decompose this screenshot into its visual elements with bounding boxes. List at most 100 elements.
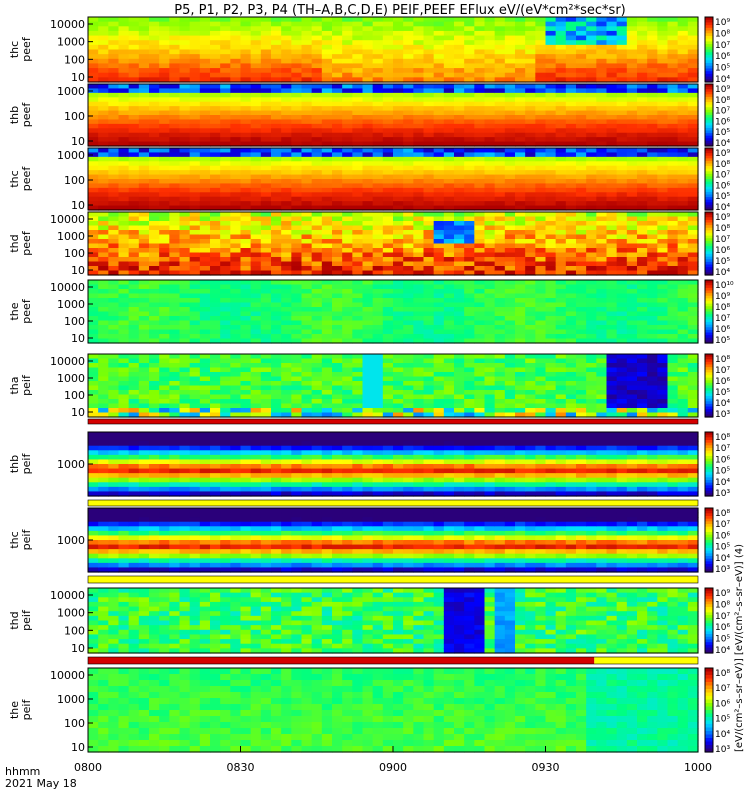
- spectrogram-cell: [189, 92, 201, 98]
- spectrogram-cell: [189, 399, 201, 405]
- spectrogram-cell: [413, 196, 425, 202]
- spectrogram-cell: [413, 280, 425, 286]
- spectrogram-cell: [647, 101, 658, 107]
- spectrogram-cell: [464, 49, 475, 55]
- spectrogram-cell: [250, 302, 262, 308]
- spectrogram-cell: [393, 187, 404, 193]
- spectrogram-cell: [210, 106, 221, 112]
- spectrogram-cell: [271, 252, 282, 258]
- spectrogram-cell: [637, 234, 648, 240]
- colorbar-swatch: [705, 171, 713, 175]
- spectrogram-cell: [535, 49, 547, 55]
- spectrogram-cell: [494, 329, 506, 335]
- spectrogram-cell: [616, 216, 628, 222]
- spectrogram-cell: [362, 212, 374, 218]
- y-tick-label: 10: [71, 332, 85, 345]
- spectrogram-cell: [291, 152, 303, 158]
- spectrogram-cell: [342, 137, 353, 143]
- spectrogram-cell: [210, 174, 221, 180]
- spectrogram-cell: [230, 252, 242, 258]
- spectrogram-cell: [240, 270, 252, 276]
- spectrogram-cell: [138, 266, 150, 272]
- spectrogram-cell: [149, 68, 160, 74]
- spectrogram-cell: [433, 243, 445, 249]
- spectrogram-cell: [403, 174, 414, 180]
- spectrogram-cell: [525, 152, 536, 158]
- spectrogram-cell: [352, 35, 364, 41]
- spectrogram-cell: [586, 128, 597, 134]
- spectrogram-cell: [647, 280, 658, 286]
- spectrogram-cell: [443, 385, 455, 391]
- spectrogram-cell: [118, 311, 130, 317]
- spectrogram-cell: [271, 141, 282, 147]
- spectrogram-cell: [88, 58, 99, 65]
- spectrogram-cell: [210, 192, 221, 198]
- spectrogram-cell: [291, 394, 303, 400]
- probe-label: thd: [8, 234, 21, 252]
- spectrogram-cell: [474, 205, 486, 211]
- spectrogram-cell: [647, 137, 658, 143]
- spectrogram-cell: [281, 230, 292, 236]
- spectrogram-cell: [281, 376, 292, 382]
- spectrogram-cell: [454, 302, 465, 308]
- spectrogram-cell: [210, 376, 221, 382]
- spectrogram-cell: [362, 21, 374, 27]
- spectrogram-cell: [454, 148, 465, 154]
- spectrogram-cell: [352, 110, 364, 116]
- spectrogram-cell: [230, 399, 242, 405]
- spectrogram-cell: [576, 44, 587, 51]
- spectrogram-cell: [118, 212, 130, 218]
- spectrogram-cell: [484, 266, 496, 272]
- spectrogram-cell: [301, 21, 313, 27]
- spectrogram-cell: [626, 137, 638, 143]
- spectrogram-cell: [535, 165, 547, 171]
- spectrogram-cell: [260, 381, 272, 387]
- spectrogram-cell: [220, 302, 231, 308]
- spectrogram-cell: [423, 257, 435, 263]
- colorbar-swatch: [705, 227, 713, 231]
- spectrogram-cell: [240, 115, 252, 121]
- spectrogram-cell: [108, 119, 120, 125]
- spectrogram-cell: [362, 325, 374, 331]
- spectrogram-cell: [454, 26, 465, 32]
- spectrogram-cell: [240, 165, 252, 171]
- spectrogram-cell: [382, 179, 394, 185]
- spectrogram-cell: [321, 35, 333, 41]
- spectrogram-cell: [443, 302, 455, 308]
- colorbar-tick-label: 10¹⁰: [715, 281, 734, 291]
- spectrogram-cell: [301, 412, 313, 418]
- spectrogram-cell: [240, 110, 252, 116]
- spectrogram-cell: [586, 216, 597, 222]
- spectrogram-cell: [616, 338, 628, 344]
- spectrogram-cell: [260, 320, 272, 326]
- spectrogram-cell: [189, 21, 201, 27]
- spectrogram-cell: [108, 84, 120, 90]
- spectrogram-cell: [179, 119, 191, 125]
- spectrogram-cell: [677, 252, 689, 258]
- spectrogram-cell: [189, 17, 201, 23]
- spectrogram-cell: [271, 367, 282, 373]
- spectrogram-cell: [616, 179, 628, 185]
- spectrogram-cell: [433, 390, 445, 396]
- spectrogram-cell: [230, 266, 242, 272]
- spectrogram-cell: [240, 30, 252, 37]
- spectrogram-cell: [454, 152, 465, 158]
- spectrogram-cell: [260, 201, 272, 207]
- spectrogram-cell: [98, 26, 109, 32]
- colorbar-swatch: [705, 109, 713, 114]
- spectrogram-cell: [179, 243, 191, 249]
- spectrogram-cell: [159, 354, 170, 360]
- colorbar-swatch: [705, 143, 713, 147]
- spectrogram-cell: [210, 119, 221, 125]
- spectrogram-cell: [240, 92, 252, 98]
- spectrogram-cell: [352, 248, 364, 254]
- spectrogram-cell: [504, 165, 516, 171]
- spectrogram-cell: [382, 119, 394, 125]
- spectrogram-cell: [179, 302, 191, 308]
- spectrogram-cell: [332, 161, 343, 167]
- colorbar-frame: [704, 16, 714, 83]
- spectrogram-cell: [423, 230, 435, 236]
- spectrogram-cell: [332, 243, 343, 249]
- colorbar-tick-label: 10⁶: [715, 181, 730, 191]
- spectrogram-cell: [393, 170, 404, 176]
